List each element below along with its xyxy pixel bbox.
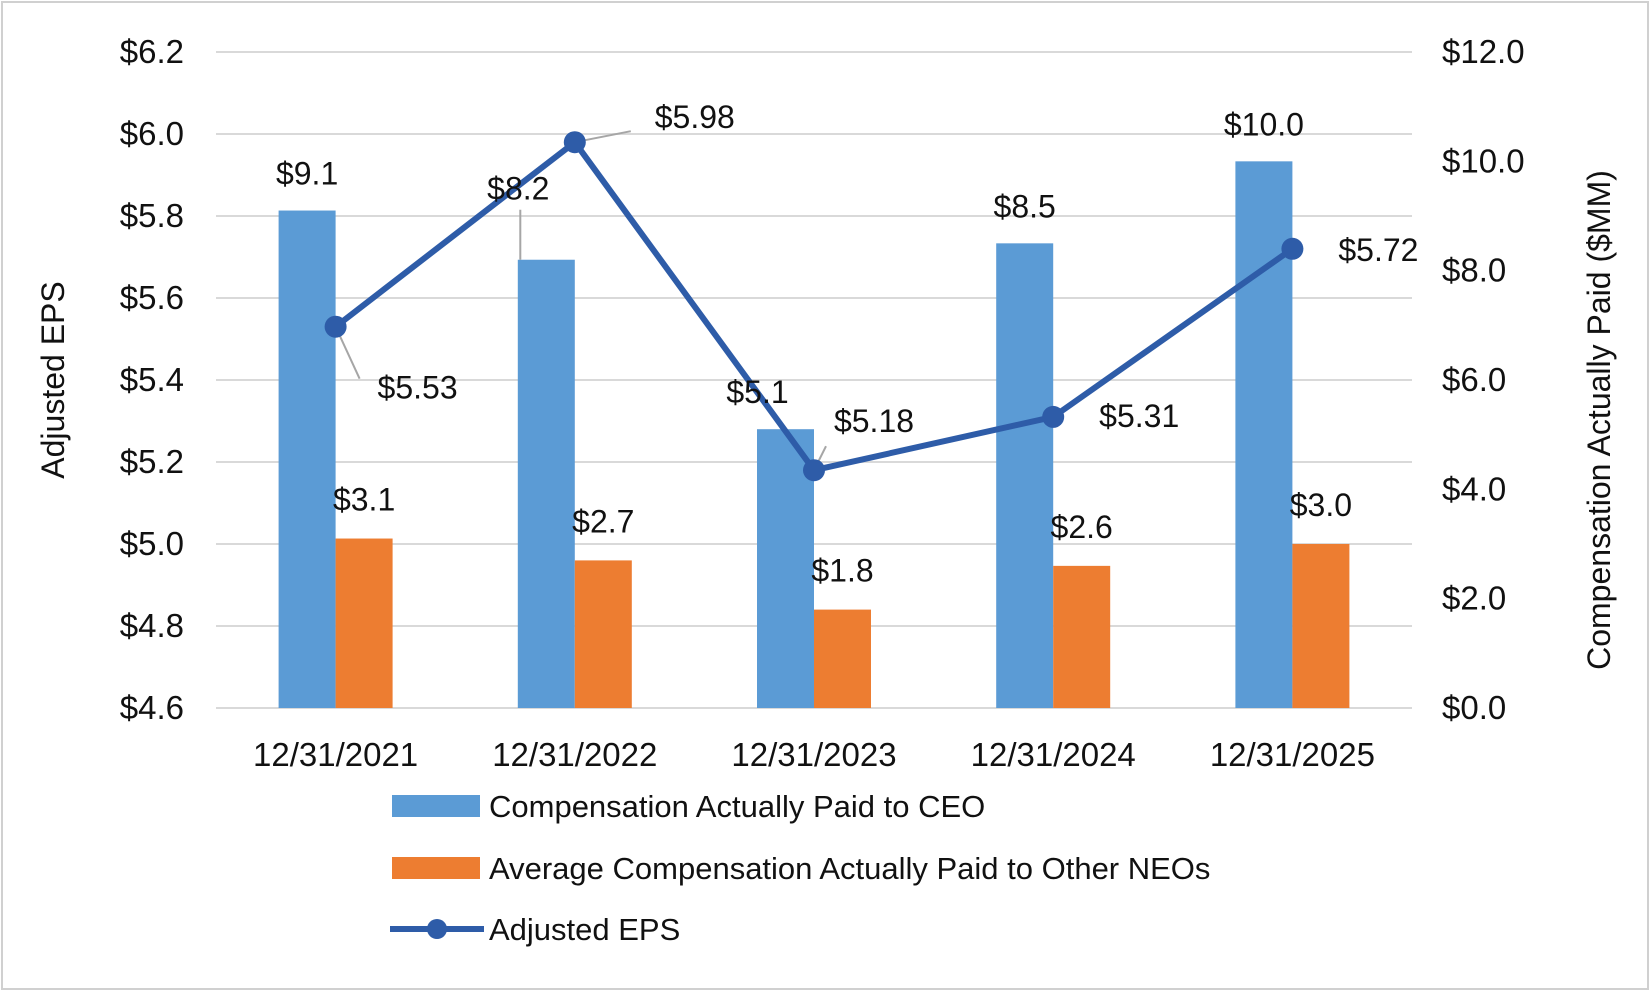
eps-label: $5.31: [1099, 398, 1179, 434]
left-axis-tick: $6.2: [120, 33, 184, 70]
ceo-bar-label: $10.0: [1224, 106, 1304, 142]
legend-swatch-neo: [392, 857, 480, 879]
neo-bar-label: $1.8: [811, 553, 873, 589]
eps-label: $5.98: [655, 99, 735, 135]
legend-label-eps: Adjusted EPS: [489, 912, 680, 947]
neo-bar-label: $3.0: [1290, 487, 1352, 523]
legend-label-ceo: Compensation Actually Paid to CEO: [489, 789, 985, 824]
neo-bar: [335, 538, 393, 708]
ceo-bar: [996, 243, 1054, 709]
eps-point: [1281, 237, 1304, 260]
right-axis-tick: $4.0: [1442, 470, 1506, 507]
leader-lines: [334, 130, 827, 471]
neo-bar-label: $2.6: [1051, 509, 1113, 545]
right-axis-tick: $2.0: [1442, 580, 1506, 617]
legend-label-neo: Average Compensation Actually Paid to Ot…: [489, 851, 1210, 886]
legend-marker-eps: [427, 919, 447, 939]
ceo-bars: [278, 161, 1293, 709]
neo-bar-label: $3.1: [333, 482, 395, 518]
right-axis-tick: $10.0: [1442, 142, 1525, 179]
category-label: 12/31/2022: [492, 736, 657, 773]
neo-bar: [1292, 544, 1350, 708]
right-axis-tick: $8.0: [1442, 252, 1506, 289]
gridlines: [216, 51, 1412, 709]
left-axis-title: Adjusted EPS: [35, 281, 71, 478]
right-axis-tick: $0.0: [1442, 689, 1506, 726]
ceo-bar: [517, 259, 575, 708]
left-axis-tick: $4.8: [120, 607, 184, 644]
right-axis-ticks: $0.0 $2.0 $4.0 $6.0 $8.0 $10.0 $12.0: [1442, 33, 1525, 726]
right-axis-tick: $12.0: [1442, 33, 1525, 70]
eps-point: [803, 459, 825, 482]
left-axis-tick: $6.0: [120, 115, 184, 152]
category-labels: 12/31/2021 12/31/2022 12/31/2023 12/31/2024…: [253, 736, 1375, 773]
eps-line-group: [324, 131, 1304, 482]
ceo-bar-label: $8.5: [994, 188, 1056, 224]
left-axis-tick: $5.8: [120, 197, 184, 234]
neo-bars: [335, 538, 1350, 708]
category-label: 12/31/2025: [1210, 736, 1375, 773]
neo-bar: [574, 560, 632, 708]
neo-bar-label: $2.7: [572, 503, 634, 539]
left-axis-tick: $5.6: [120, 279, 184, 316]
ceo-bar: [278, 210, 336, 709]
left-axis-ticks: $4.6 $4.8 $5.0 $5.2 $5.4 $5.6 $5.8 $6.0 $6.2: [120, 33, 184, 726]
right-axis-tick: $6.0: [1442, 361, 1506, 398]
category-label: 12/31/2023: [731, 736, 896, 773]
neo-bar: [1053, 565, 1111, 708]
category-label: 12/31/2021: [253, 736, 418, 773]
left-axis-tick: $4.6: [120, 689, 184, 726]
eps-point: [1042, 405, 1065, 428]
eps-point: [324, 315, 347, 338]
ceo-bar-label: $8.2: [487, 171, 549, 207]
ceo-bar-label: $5.1: [726, 374, 788, 410]
eps-labels: $5.53 $5.98 $5.18 $5.31 $5.72: [378, 99, 1419, 439]
eps-label: $5.18: [834, 403, 914, 439]
eps-label: $5.53: [378, 370, 458, 406]
left-axis-tick: $5.2: [120, 443, 184, 480]
left-axis-tick: $5.4: [120, 361, 184, 398]
neo-bar: [814, 609, 871, 708]
right-axis-title: Compensation Actually Paid ($MM): [1581, 170, 1617, 670]
legend-swatch-ceo: [392, 795, 480, 817]
bar-labels: $9.1 $8.2 $5.1 $8.5 $10.0 $3.1 $2.7 $1.8 $2.6 $3.…: [276, 106, 1352, 588]
ceo-bar-label: $9.1: [276, 156, 338, 192]
left-axis-tick: $5.0: [120, 525, 184, 562]
category-label: 12/31/2024: [971, 736, 1136, 773]
eps-label: $5.72: [1338, 232, 1418, 268]
legend: Compensation Actually Paid to CEO Averag…: [390, 789, 1210, 947]
eps-point: [563, 131, 586, 154]
